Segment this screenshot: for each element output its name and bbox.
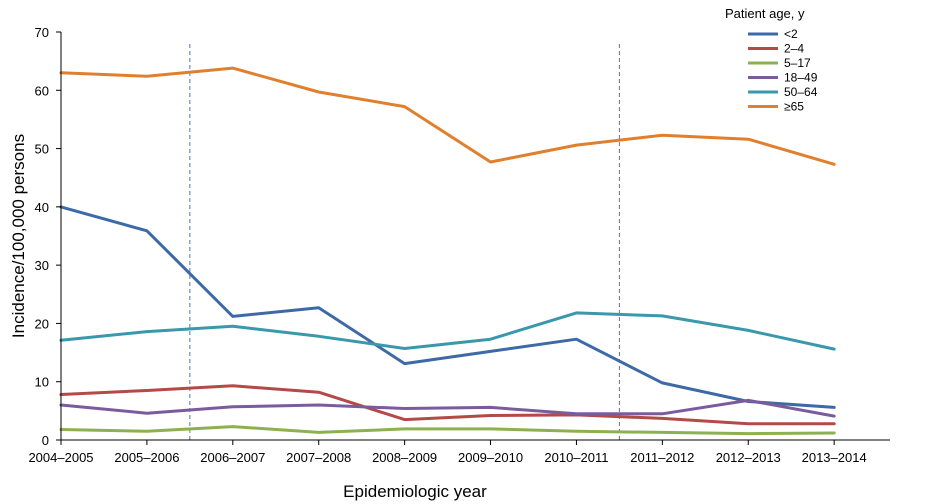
reference-lines xyxy=(189,44,620,440)
legend-label: 2–4 xyxy=(784,42,804,56)
y-tick-label: 70 xyxy=(35,25,49,40)
x-ticks: 2004–2005 2005–2006 2006–2007 2007–2008 2008… xyxy=(28,440,867,465)
x-tick-label: 2011–2012 xyxy=(630,450,694,465)
series-line-3 xyxy=(59,398,836,418)
x-tick-label: 2012–2013 xyxy=(716,450,781,465)
y-tick-label: 30 xyxy=(35,258,49,273)
x-tick-label: 2010–2011 xyxy=(544,450,608,465)
legend-label: 50–64 xyxy=(784,85,818,99)
y-tick-label: 50 xyxy=(35,142,49,157)
legend-label: <2 xyxy=(784,27,798,41)
y-tick-label: 20 xyxy=(35,316,49,331)
series-line-5 xyxy=(59,66,836,166)
x-tick-label: 2007–2008 xyxy=(286,450,351,465)
x-tick-label: 2008–2009 xyxy=(372,450,437,465)
x-tick-label: 2004–2005 xyxy=(28,450,93,465)
axes xyxy=(60,32,890,441)
x-tick-label: 2006–2007 xyxy=(200,450,265,465)
legend-label: ≥65 xyxy=(784,100,804,114)
y-tick-label: 10 xyxy=(35,375,49,390)
legend-label: 18–49 xyxy=(784,71,818,85)
y-ticks: 0 10 20 30 40 50 60 70 xyxy=(35,25,61,448)
series-line-2 xyxy=(59,425,836,436)
x-tick-label: 2009–2010 xyxy=(458,450,523,465)
y-tick-label: 0 xyxy=(42,433,49,448)
legend-title: Patient age, y xyxy=(725,6,805,21)
y-tick-label: 40 xyxy=(35,200,49,215)
legend-label: 5–17 xyxy=(784,56,811,70)
x-tick-label: 2005–2006 xyxy=(114,450,179,465)
series-line-1 xyxy=(59,384,836,426)
series-lines xyxy=(59,66,836,436)
x-axis-title: Epidemiologic year xyxy=(343,482,487,501)
y-axis-title: Incidence/100,000 persons xyxy=(9,134,28,338)
series-line-0 xyxy=(59,205,836,409)
x-tick-label: 2013–2014 xyxy=(802,450,867,465)
series-line-4 xyxy=(59,311,836,351)
y-tick-label: 60 xyxy=(35,83,49,98)
